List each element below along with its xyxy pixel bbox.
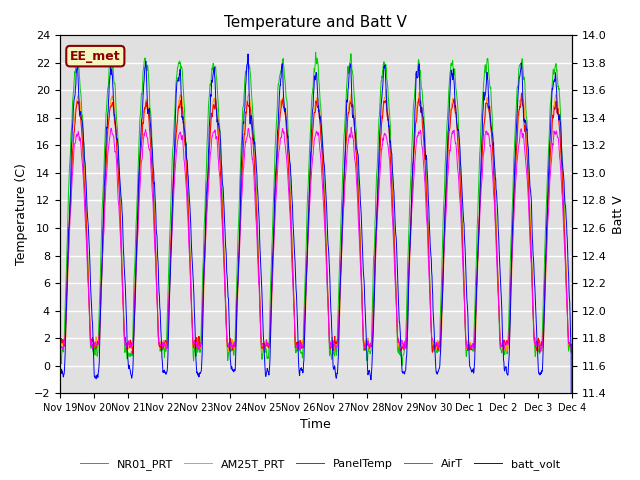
AM25T_PRT <box>258 350 266 356</box>
AirT <box>508 272 515 277</box>
AM25T_PRT <box>382 87 390 93</box>
Y-axis label: Batt V: Batt V <box>612 195 625 234</box>
PanelTemp <box>568 348 576 354</box>
AM25T_PRT <box>227 346 235 351</box>
AM25T_PRT <box>396 342 403 348</box>
AirT <box>227 342 235 348</box>
NR01_PRT <box>396 348 403 354</box>
AirT <box>157 342 165 348</box>
batt_volt <box>508 268 515 274</box>
Line: AirT: AirT <box>60 128 572 353</box>
AM25T_PRT <box>157 338 165 344</box>
NR01_PRT <box>508 220 516 226</box>
AM25T_PRT <box>170 181 177 187</box>
AM25T_PRT <box>463 346 470 351</box>
AirT <box>348 125 355 131</box>
Text: EE_met: EE_met <box>70 49 121 63</box>
Line: batt_volt: batt_volt <box>60 54 572 480</box>
batt_volt <box>227 363 235 369</box>
Y-axis label: Temperature (C): Temperature (C) <box>15 163 28 265</box>
PanelTemp <box>508 263 515 269</box>
PanelTemp <box>518 90 525 96</box>
PanelTemp <box>157 347 165 353</box>
AirT <box>56 348 63 354</box>
NR01_PRT <box>157 347 165 352</box>
PanelTemp <box>56 348 63 354</box>
PanelTemp <box>129 350 136 356</box>
Line: AM25T_PRT: AM25T_PRT <box>60 90 572 353</box>
PanelTemp <box>396 339 403 345</box>
PanelTemp <box>170 161 178 167</box>
AirT <box>462 339 470 345</box>
NR01_PRT <box>312 49 319 55</box>
Title: Temperature and Batt V: Temperature and Batt V <box>225 15 407 30</box>
NR01_PRT <box>56 362 63 368</box>
NR01_PRT <box>568 350 576 356</box>
AirT <box>170 193 177 199</box>
batt_volt <box>396 319 403 325</box>
AM25T_PRT <box>568 346 576 351</box>
AM25T_PRT <box>56 344 63 350</box>
batt_volt <box>157 334 165 339</box>
batt_volt <box>462 277 470 283</box>
AirT <box>568 350 576 356</box>
NR01_PRT <box>463 354 470 360</box>
batt_volt <box>170 172 177 178</box>
NR01_PRT <box>227 348 235 353</box>
X-axis label: Time: Time <box>300 419 331 432</box>
AM25T_PRT <box>508 271 516 277</box>
Line: PanelTemp: PanelTemp <box>60 93 572 353</box>
batt_volt <box>244 51 252 57</box>
AirT <box>396 339 403 345</box>
PanelTemp <box>227 340 235 346</box>
NR01_PRT <box>398 363 406 369</box>
NR01_PRT <box>170 130 177 136</box>
Line: NR01_PRT: NR01_PRT <box>60 52 572 366</box>
PanelTemp <box>462 341 470 347</box>
Legend: NR01_PRT, AM25T_PRT, PanelTemp, AirT, batt_volt: NR01_PRT, AM25T_PRT, PanelTemp, AirT, ba… <box>76 455 564 474</box>
